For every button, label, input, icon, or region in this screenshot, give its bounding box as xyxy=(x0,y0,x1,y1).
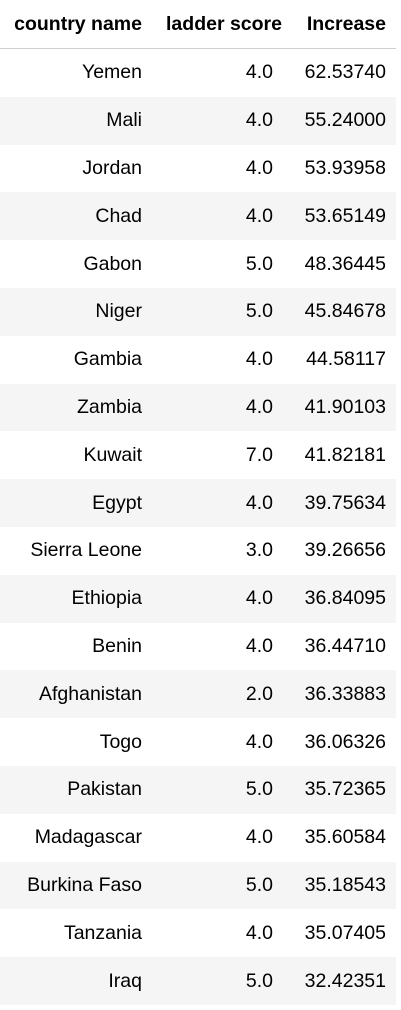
ladder-score-cell: 5.0 xyxy=(152,861,292,910)
increase-cell: 62.53740 xyxy=(292,48,396,97)
increase-cell: 45.84678 xyxy=(292,287,396,336)
increase-cell: 44.58117 xyxy=(292,335,396,384)
ladder-score-cell: 4.0 xyxy=(152,383,292,432)
ladder-score-cell: 5.0 xyxy=(152,957,292,1005)
country-name-cell: Madagascar xyxy=(0,813,152,862)
country-name-cell: Tanzania xyxy=(0,909,152,958)
ladder-score-cell: 4.0 xyxy=(152,813,292,862)
increase-cell: 48.36445 xyxy=(292,240,396,288)
country-name-cell: Egypt xyxy=(0,479,152,527)
country-name-cell: Mali xyxy=(0,96,152,145)
country-name-cell: Iraq xyxy=(0,957,152,1005)
country-name-cell: Kuwait xyxy=(0,431,152,480)
country-name-cell: Sierra Leone xyxy=(0,526,152,575)
country-name-cell: Ethiopia xyxy=(0,574,152,623)
country-name-cell: Benin xyxy=(0,622,152,671)
ladder-score-cell: 7.0 xyxy=(152,431,292,480)
ladder-score-cell: 4.0 xyxy=(152,718,292,766)
ladder-score-cell: 4.0 xyxy=(152,479,292,527)
country-name-cell: Togo xyxy=(0,718,152,766)
increase-cell: 35.07405 xyxy=(292,909,396,958)
table-row: Togo 4.0 36.06326 xyxy=(0,718,396,766)
table-row: Kuwait 7.0 41.82181 xyxy=(0,431,396,480)
table-row: Madagascar 4.0 35.60584 xyxy=(0,813,396,862)
country-name-cell: Pakistan xyxy=(0,765,152,814)
ladder-score-cell: 4.0 xyxy=(152,335,292,384)
table-row: Afghanistan 2.0 36.33883 xyxy=(0,670,396,719)
increase-cell: 36.33883 xyxy=(292,670,396,719)
country-name-cell: Zambia xyxy=(0,383,152,432)
increase-cell: 39.75634 xyxy=(292,479,396,527)
country-name-cell: Jordan xyxy=(0,144,152,193)
increase-cell: 36.44710 xyxy=(292,622,396,671)
ladder-score-cell: 5.0 xyxy=(152,287,292,336)
increase-cell: 41.90103 xyxy=(292,383,396,432)
ladder-score-cell: 4.0 xyxy=(152,574,292,623)
column-header-increase: Increase xyxy=(292,0,396,49)
country-name-cell: Burkina Faso xyxy=(0,861,152,910)
table-row: Egypt 4.0 39.75634 xyxy=(0,479,396,527)
ladder-score-cell: 3.0 xyxy=(152,526,292,575)
ladder-score-cell: 4.0 xyxy=(152,909,292,958)
table-row: Jordan 4.0 53.93958 xyxy=(0,144,396,193)
table-header: country name ladder score Increase xyxy=(0,0,396,49)
increase-cell: 55.24000 xyxy=(292,96,396,145)
table-row: Iraq 5.0 32.42351 xyxy=(0,957,396,1005)
country-name-cell: Niger xyxy=(0,287,152,336)
ladder-score-cell: 4.0 xyxy=(152,48,292,97)
ladder-score-cell: 5.0 xyxy=(152,240,292,288)
increase-cell: 36.06326 xyxy=(292,718,396,766)
ladder-score-cell: 4.0 xyxy=(152,96,292,145)
table-row: Benin 4.0 36.44710 xyxy=(0,622,396,671)
increase-cell: 53.93958 xyxy=(292,144,396,193)
table-row: Ethiopia 4.0 36.84095 xyxy=(0,574,396,623)
header-row: country name ladder score Increase xyxy=(0,0,396,49)
country-name-cell: Gabon xyxy=(0,240,152,288)
ladder-score-cell: 4.0 xyxy=(152,144,292,193)
table-row: Burkina Faso 5.0 35.18543 xyxy=(0,861,396,910)
country-name-cell: Afghanistan xyxy=(0,670,152,719)
increase-cell: 35.60584 xyxy=(292,813,396,862)
increase-cell: 35.72365 xyxy=(292,765,396,814)
ladder-score-cell: 5.0 xyxy=(152,765,292,814)
country-name-cell: Yemen xyxy=(0,48,152,97)
table-row: Sierra Leone 3.0 39.26656 xyxy=(0,526,396,575)
table-row: Gambia 4.0 44.58117 xyxy=(0,335,396,384)
column-header-ladder-score: ladder score xyxy=(152,0,292,49)
table-row: Zambia 4.0 41.90103 xyxy=(0,383,396,432)
table-row: Pakistan 5.0 35.72365 xyxy=(0,765,396,814)
table-row: Yemen 4.0 62.53740 xyxy=(0,48,396,97)
column-header-country-name: country name xyxy=(0,0,152,49)
table-body: Yemen 4.0 62.53740 Mali 4.0 55.24000 Jordan 4.0… xyxy=(0,48,396,1005)
ladder-score-cell: 2.0 xyxy=(152,670,292,719)
increase-cell: 41.82181 xyxy=(292,431,396,480)
increase-cell: 53.65149 xyxy=(292,192,396,241)
increase-cell: 32.42351 xyxy=(292,957,396,1005)
table-row: Niger 5.0 45.84678 xyxy=(0,287,396,336)
table-row: Gabon 5.0 48.36445 xyxy=(0,240,396,288)
increase-cell: 36.84095 xyxy=(292,574,396,623)
country-name-cell: Gambia xyxy=(0,335,152,384)
table-row: Tanzania 4.0 35.07405 xyxy=(0,909,396,958)
increase-cell: 39.26656 xyxy=(292,526,396,575)
ladder-score-cell: 4.0 xyxy=(152,622,292,671)
country-name-cell: Chad xyxy=(0,192,152,241)
increase-cell: 35.18543 xyxy=(292,861,396,910)
table-row: Chad 4.0 53.65149 xyxy=(0,192,396,241)
ladder-score-cell: 4.0 xyxy=(152,192,292,241)
table-row: Mali 4.0 55.24000 xyxy=(0,96,396,145)
